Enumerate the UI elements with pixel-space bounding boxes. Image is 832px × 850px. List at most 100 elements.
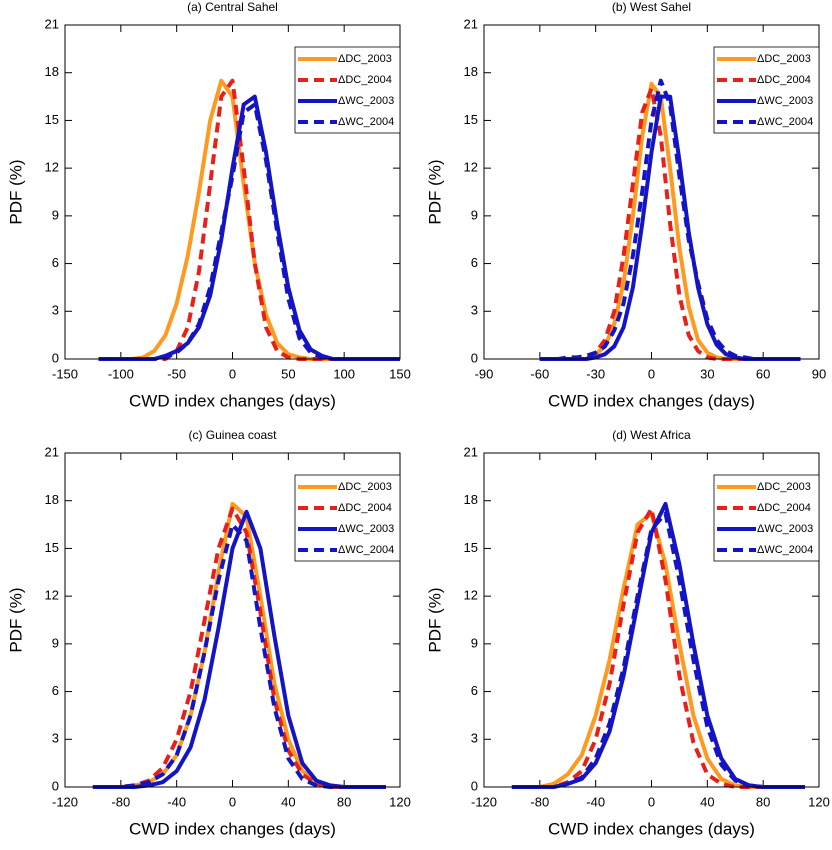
- legend-label: ΔWC_2004: [757, 544, 813, 556]
- y-tick-label: 0: [52, 350, 59, 365]
- x-tick-label: 120: [808, 794, 830, 809]
- y-tick-label: 18: [464, 64, 478, 79]
- x-axis-label: CWD index changes (days): [129, 819, 336, 838]
- y-tick-label: 15: [45, 540, 59, 555]
- legend-label: ΔDC_2003: [757, 53, 811, 65]
- x-tick-label: 150: [389, 366, 411, 381]
- y-tick-label: 3: [471, 731, 478, 746]
- series-line: [92, 522, 386, 789]
- x-tick-label: -120: [52, 794, 78, 809]
- plot-frame: [64, 452, 401, 788]
- legend-label: ΔWC_2003: [757, 523, 813, 535]
- x-tick-label: -150: [52, 366, 78, 381]
- y-tick-label: 12: [464, 588, 478, 603]
- y-tick-label: 9: [471, 635, 478, 650]
- legend-label: ΔWC_2004: [338, 116, 394, 128]
- chart-title: (a) Central Sahel: [187, 0, 278, 14]
- y-axis-label: PDF (%): [425, 159, 444, 224]
- y-tick-label: 6: [471, 683, 478, 698]
- legend-label: ΔDC_2004: [338, 502, 392, 514]
- y-axis-label: PDF (%): [6, 159, 25, 224]
- panel: 0 3 6 9 12 15 18 21 -150 -100 -50 0 50 100 150 ΔDC_2003…: [6, 0, 410, 410]
- x-tick-label: 40: [700, 794, 714, 809]
- legend-box: [713, 46, 820, 134]
- y-axis-label: PDF (%): [425, 587, 444, 652]
- x-tick-label: 50: [281, 366, 295, 381]
- y-tick-label: 6: [52, 683, 59, 698]
- legend-label: ΔWC_2003: [338, 523, 394, 535]
- x-tick-label: 100: [333, 366, 355, 381]
- panel: 0 3 6 9 12 15 18 21 -120 -80 -40 0 40 80 120 ΔDC_2003 ΔD…: [425, 428, 829, 838]
- y-tick-label: 15: [45, 112, 59, 127]
- y-axis-label: PDF (%): [6, 587, 25, 652]
- legend-label: ΔWC_2004: [757, 116, 813, 128]
- y-tick-label: 0: [52, 778, 59, 793]
- chart-title: (c) Guinea coast: [188, 428, 277, 442]
- legend-label: ΔDC_2004: [757, 502, 811, 514]
- y-tick-label: 0: [471, 778, 478, 793]
- x-tick-label: 90: [812, 366, 826, 381]
- y-tick-label: 3: [52, 303, 59, 318]
- x-tick-label: 80: [756, 794, 770, 809]
- legend-label: ΔWC_2003: [757, 95, 813, 107]
- legend-label: ΔDC_2003: [338, 481, 392, 493]
- x-tick-label: -30: [586, 366, 605, 381]
- legend-box: [713, 474, 820, 562]
- y-tick-label: 21: [464, 444, 478, 459]
- x-axis-label: CWD index changes (days): [548, 819, 755, 838]
- chart-title: (b) West Sahel: [612, 0, 691, 14]
- y-tick-label: 9: [471, 207, 478, 222]
- x-tick-label: 40: [281, 794, 295, 809]
- y-tick-label: 18: [45, 492, 59, 507]
- y-tick-label: 0: [471, 350, 478, 365]
- x-tick-label: -90: [475, 366, 494, 381]
- x-tick-label: -120: [471, 794, 497, 809]
- y-tick-label: 15: [464, 540, 478, 555]
- legend-label: ΔDC_2003: [338, 53, 392, 65]
- x-tick-label: 0: [229, 794, 236, 809]
- y-tick-label: 21: [45, 444, 59, 459]
- y-tick-label: 6: [52, 255, 59, 270]
- x-tick-label: 0: [648, 366, 655, 381]
- y-tick-label: 9: [52, 635, 59, 650]
- y-tick-label: 12: [45, 160, 59, 175]
- y-tick-label: 9: [52, 207, 59, 222]
- x-tick-label: -80: [111, 794, 130, 809]
- x-axis-label: CWD index changes (days): [548, 391, 755, 410]
- y-tick-label: 3: [471, 303, 478, 318]
- x-tick-label: -40: [586, 794, 605, 809]
- legend-box: [294, 46, 401, 134]
- plot-frame: [64, 24, 401, 360]
- chart-title: (d) West Africa: [612, 428, 691, 442]
- y-tick-label: 6: [471, 255, 478, 270]
- y-tick-label: 18: [45, 64, 59, 79]
- x-axis-label: CWD index changes (days): [129, 391, 336, 410]
- legend-label: ΔWC_2003: [338, 95, 394, 107]
- plot-frame: [483, 24, 820, 360]
- x-tick-label: 0: [648, 794, 655, 809]
- panel: 0 3 6 9 12 15 18 21 -90 -60 -30 0 30 60 90 ΔDC_2003 ΔDC_…: [425, 0, 826, 410]
- x-tick-label: -80: [530, 794, 549, 809]
- x-tick-label: -60: [530, 366, 549, 381]
- legend-label: ΔDC_2004: [338, 74, 392, 86]
- y-tick-label: 12: [45, 588, 59, 603]
- x-tick-label: -40: [167, 794, 186, 809]
- series-line: [511, 511, 805, 789]
- y-tick-label: 3: [52, 731, 59, 746]
- legend-label: ΔDC_2003: [757, 481, 811, 493]
- legend-label: ΔWC_2004: [338, 544, 394, 556]
- x-tick-label: 0: [229, 366, 236, 381]
- y-tick-label: 21: [464, 16, 478, 31]
- legend-box: [294, 474, 401, 562]
- y-tick-label: 12: [464, 160, 478, 175]
- y-tick-label: 15: [464, 112, 478, 127]
- plot-frame: [483, 452, 820, 788]
- y-tick-label: 21: [45, 16, 59, 31]
- x-tick-label: 30: [700, 366, 714, 381]
- y-tick-label: 18: [464, 492, 478, 507]
- x-tick-label: 120: [389, 794, 411, 809]
- x-tick-label: 60: [756, 366, 770, 381]
- panel: 0 3 6 9 12 15 18 21 -120 -80 -40 0 40 80 120 ΔDC_2003 ΔD…: [6, 428, 410, 838]
- x-tick-label: -100: [108, 366, 134, 381]
